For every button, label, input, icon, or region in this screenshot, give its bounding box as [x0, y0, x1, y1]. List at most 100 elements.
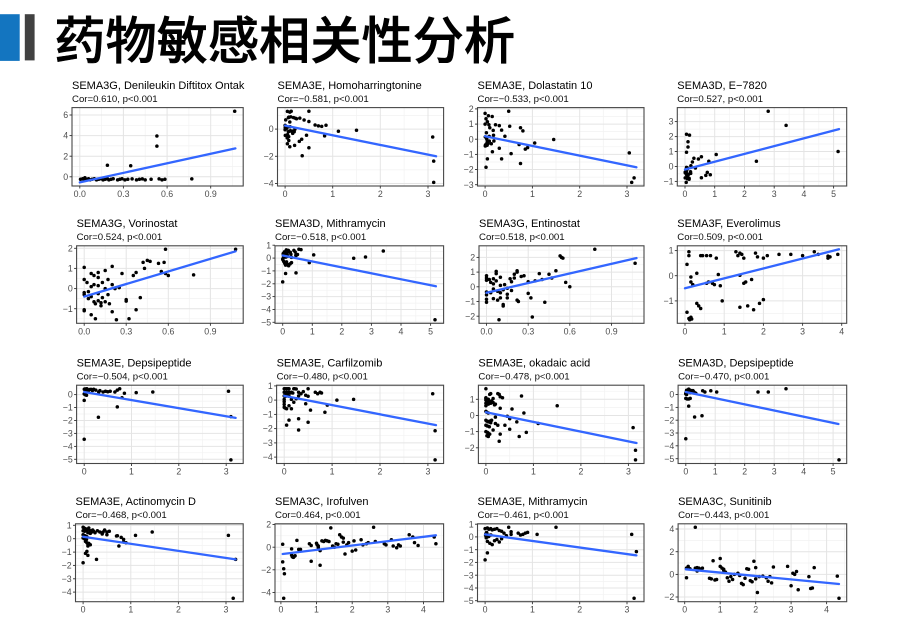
- svg-text:0: 0: [669, 271, 674, 281]
- svg-text:−4: −4: [664, 441, 674, 451]
- svg-text:−4: −4: [261, 588, 271, 598]
- svg-text:2: 2: [577, 189, 582, 199]
- svg-text:−1: −1: [263, 410, 273, 420]
- svg-text:Cor=−0.533, p<0.001: Cor=−0.533, p<0.001: [478, 94, 569, 105]
- svg-text:SEMA3D, E−7820: SEMA3D, E−7820: [677, 80, 767, 92]
- svg-text:−1: −1: [664, 403, 674, 413]
- svg-text:−1: −1: [261, 266, 271, 276]
- svg-text:Cor=0.464, p<0.001: Cor=0.464, p<0.001: [275, 510, 361, 521]
- svg-text:Cor=−0.518, p<0.001: Cor=−0.518, p<0.001: [275, 232, 366, 243]
- svg-text:4: 4: [63, 131, 68, 141]
- svg-text:1: 1: [718, 605, 723, 615]
- svg-text:4: 4: [801, 467, 806, 477]
- svg-text:1: 1: [531, 467, 536, 477]
- svg-text:1: 1: [470, 394, 475, 404]
- svg-text:−4: −4: [264, 179, 274, 189]
- svg-text:−4: −4: [62, 587, 72, 597]
- svg-text:−5: −5: [664, 454, 674, 464]
- svg-text:−2: −2: [63, 416, 73, 426]
- svg-text:SEMA3G, Denileukin Diftitox On: SEMA3G, Denileukin Diftitox Ontak: [72, 80, 245, 92]
- svg-text:4: 4: [421, 605, 426, 615]
- svg-text:−4: −4: [261, 305, 271, 315]
- svg-text:1: 1: [68, 264, 73, 274]
- svg-text:2: 2: [669, 132, 674, 142]
- svg-text:0.0: 0.0: [78, 326, 90, 336]
- svg-text:0.3: 0.3: [522, 326, 534, 336]
- svg-text:0: 0: [278, 605, 283, 615]
- svg-text:0.3: 0.3: [117, 189, 129, 199]
- svg-text:−2: −2: [264, 151, 274, 161]
- svg-text:−1: −1: [465, 427, 475, 437]
- svg-text:0: 0: [483, 189, 488, 199]
- svg-text:2: 2: [578, 467, 583, 477]
- svg-text:Cor=−0.478, p<0.001: Cor=−0.478, p<0.001: [478, 372, 569, 383]
- svg-text:3: 3: [626, 467, 631, 477]
- svg-text:−2: −2: [464, 165, 474, 175]
- svg-text:1: 1: [310, 326, 315, 336]
- svg-text:0: 0: [269, 124, 274, 134]
- svg-text:Cor=0.509, p<0.001: Cor=0.509, p<0.001: [677, 232, 763, 243]
- svg-text:2: 2: [350, 605, 355, 615]
- svg-text:0: 0: [268, 395, 273, 405]
- svg-text:−1: −1: [63, 304, 73, 314]
- svg-text:1: 1: [713, 467, 718, 477]
- svg-text:−2: −2: [464, 558, 474, 568]
- svg-text:1: 1: [314, 605, 319, 615]
- svg-text:0: 0: [82, 467, 87, 477]
- svg-text:3: 3: [385, 605, 390, 615]
- svg-text:SEMA3E, Actinomycin D: SEMA3E, Actinomycin D: [76, 496, 196, 508]
- svg-text:1: 1: [669, 147, 674, 157]
- svg-text:−4: −4: [263, 452, 273, 462]
- svg-text:2: 2: [68, 243, 73, 253]
- svg-text:−2: −2: [465, 311, 475, 321]
- svg-text:6: 6: [63, 110, 68, 120]
- svg-text:4: 4: [801, 189, 806, 199]
- svg-text:0: 0: [669, 390, 674, 400]
- svg-text:−2: −2: [465, 443, 475, 453]
- svg-text:1: 1: [722, 326, 727, 336]
- svg-text:1: 1: [530, 189, 535, 199]
- svg-text:3: 3: [625, 189, 630, 199]
- svg-text:SEMA3E, Dolastatin 10: SEMA3E, Dolastatin 10: [478, 80, 593, 92]
- svg-text:2: 2: [577, 605, 582, 615]
- svg-text:2: 2: [753, 605, 758, 615]
- svg-text:SEMA3D, Depsipeptide: SEMA3D, Depsipeptide: [678, 357, 794, 369]
- svg-text:2: 2: [176, 605, 181, 615]
- svg-text:2: 2: [742, 189, 747, 199]
- svg-text:3: 3: [772, 467, 777, 477]
- svg-text:Cor=−0.581, p<0.001: Cor=−0.581, p<0.001: [278, 94, 369, 105]
- svg-text:0: 0: [469, 532, 474, 542]
- svg-text:0.9: 0.9: [204, 326, 216, 336]
- svg-text:2: 2: [469, 104, 474, 114]
- svg-text:3: 3: [669, 117, 674, 127]
- svg-text:Cor=0.518, p<0.001: Cor=0.518, p<0.001: [479, 232, 565, 243]
- svg-text:SEMA3C, Sunitinib: SEMA3C, Sunitinib: [678, 496, 772, 508]
- svg-text:−4: −4: [464, 583, 474, 593]
- svg-text:SEMA3F, Everolimus: SEMA3F, Everolimus: [677, 218, 781, 230]
- svg-text:2: 2: [176, 467, 181, 477]
- svg-text:2: 2: [742, 467, 747, 477]
- svg-text:4: 4: [839, 326, 844, 336]
- svg-text:−3: −3: [464, 180, 474, 190]
- svg-text:SEMA3E, Mithramycin: SEMA3E, Mithramycin: [478, 496, 588, 508]
- svg-text:3: 3: [800, 326, 805, 336]
- svg-text:0: 0: [470, 282, 475, 292]
- svg-text:3: 3: [789, 605, 794, 615]
- svg-text:Cor=−0.461, p<0.001: Cor=−0.461, p<0.001: [478, 510, 569, 521]
- svg-text:0: 0: [669, 162, 674, 172]
- svg-text:−5: −5: [261, 317, 271, 327]
- svg-text:Cor=−0.480, p<0.001: Cor=−0.480, p<0.001: [277, 372, 368, 383]
- svg-text:Cor=−0.443, p<0.001: Cor=−0.443, p<0.001: [678, 510, 769, 521]
- svg-text:0.0: 0.0: [74, 189, 86, 199]
- svg-text:−1: −1: [464, 150, 474, 160]
- svg-text:0: 0: [63, 172, 68, 182]
- svg-text:1: 1: [530, 605, 535, 615]
- svg-text:0: 0: [470, 411, 475, 421]
- svg-text:0: 0: [683, 326, 688, 336]
- svg-text:0.6: 0.6: [162, 326, 174, 336]
- svg-text:2: 2: [378, 189, 383, 199]
- svg-text:Cor=−0.470, p<0.001: Cor=−0.470, p<0.001: [678, 372, 769, 383]
- svg-text:−2: −2: [62, 561, 72, 571]
- svg-text:3: 3: [369, 326, 374, 336]
- svg-text:1: 1: [712, 189, 717, 199]
